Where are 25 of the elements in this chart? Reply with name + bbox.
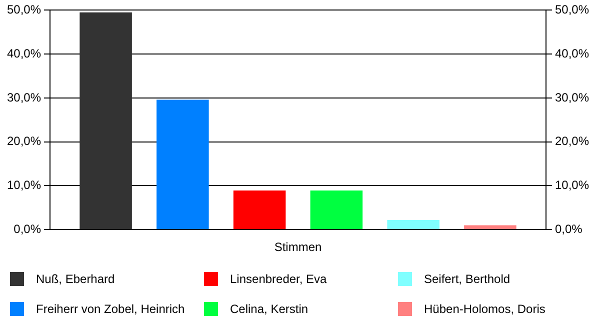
- y-tick-label: 10,0%: [6, 178, 42, 192]
- text: 30,0%: [555, 90, 590, 104]
- legend-label: Seifert, Berthold: [424, 272, 510, 286]
- x-tick-label: Stimmen: [274, 240, 322, 254]
- bar: [233, 190, 286, 230]
- legend-label: Nuß, Eberhard: [36, 272, 115, 286]
- y-tick-label: 20,0%: [6, 134, 42, 148]
- y-tick-label: 50,0%: [6, 2, 42, 17]
- bar: [80, 12, 132, 230]
- legend-label: Celina, Kerstin: [230, 302, 308, 316]
- y-tick-label: 30,0%: [6, 90, 42, 104]
- text: 0,0%: [555, 222, 582, 236]
- bar: [156, 100, 209, 230]
- y-tick-label: 0,0%: [14, 222, 42, 236]
- text: 20,0%: [555, 134, 590, 148]
- bar: [310, 190, 363, 230]
- y-tick-label: 40,0%: [6, 46, 42, 60]
- bar: [464, 225, 516, 230]
- text: 40,0%: [555, 46, 590, 60]
- legend-label: Freiherr von Zobel, Heinrich: [36, 302, 185, 316]
- legend-label: Linsenbreder, Eva: [230, 272, 327, 286]
- text: 10,0%: [555, 178, 590, 192]
- legend-label: Hüben-Holomos, Doris: [424, 302, 546, 316]
- text: 50,0%: [555, 2, 590, 17]
- bar: [387, 220, 440, 230]
